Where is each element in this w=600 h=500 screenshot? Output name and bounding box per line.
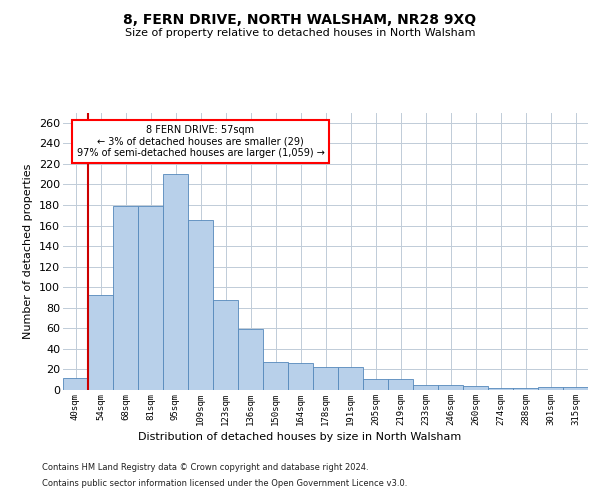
Text: Size of property relative to detached houses in North Walsham: Size of property relative to detached ho… xyxy=(125,28,475,38)
Bar xyxy=(213,300,238,390)
Bar xyxy=(88,296,113,390)
Bar xyxy=(488,388,513,390)
Bar xyxy=(138,206,163,390)
Text: 8 FERN DRIVE: 57sqm
← 3% of detached houses are smaller (29)
97% of semi-detache: 8 FERN DRIVE: 57sqm ← 3% of detached hou… xyxy=(77,125,325,158)
Bar xyxy=(113,206,138,390)
Bar xyxy=(238,330,263,390)
Bar xyxy=(513,388,538,390)
Bar xyxy=(463,386,488,390)
Text: Distribution of detached houses by size in North Walsham: Distribution of detached houses by size … xyxy=(139,432,461,442)
Bar xyxy=(163,174,188,390)
Text: 8, FERN DRIVE, NORTH WALSHAM, NR28 9XQ: 8, FERN DRIVE, NORTH WALSHAM, NR28 9XQ xyxy=(124,12,476,26)
Bar xyxy=(263,362,288,390)
Bar xyxy=(63,378,88,390)
Bar xyxy=(188,220,213,390)
Text: Contains public sector information licensed under the Open Government Licence v3: Contains public sector information licen… xyxy=(42,478,407,488)
Bar xyxy=(563,387,588,390)
Bar xyxy=(288,364,313,390)
Bar xyxy=(538,387,563,390)
Bar xyxy=(338,368,363,390)
Bar xyxy=(363,378,388,390)
Bar xyxy=(313,368,338,390)
Y-axis label: Number of detached properties: Number of detached properties xyxy=(23,164,34,339)
Bar xyxy=(388,378,413,390)
Bar xyxy=(438,385,463,390)
Text: Contains HM Land Registry data © Crown copyright and database right 2024.: Contains HM Land Registry data © Crown c… xyxy=(42,464,368,472)
Bar xyxy=(413,385,438,390)
